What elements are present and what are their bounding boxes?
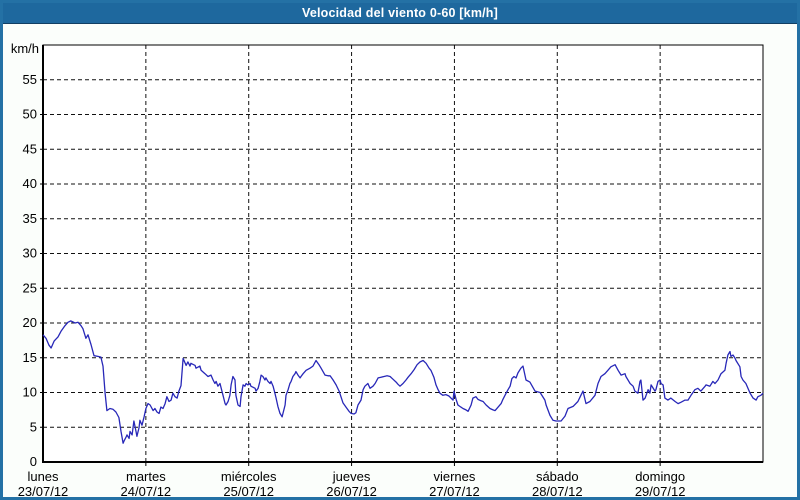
x-axis-date-label-sábado: 28/07/12 [532, 484, 583, 499]
y-axis-unit-label: km/h [11, 41, 39, 56]
x-axis-date-label-miércoles: 25/07/12 [223, 484, 274, 499]
x-axis-day-label-domingo: domingo [635, 469, 685, 484]
x-axis-day-label-miércoles: miércoles [221, 469, 277, 484]
y-axis-label-5: 5 [30, 419, 37, 434]
wind-speed-series-line [42, 320, 764, 444]
x-axis-date-label-martes: 24/07/12 [121, 484, 172, 499]
x-axis-day-label-jueves: jueves [332, 469, 371, 484]
y-axis-label-40: 40 [23, 176, 37, 191]
y-axis-label-25: 25 [23, 280, 37, 295]
x-axis-date-label-lunes: 23/07/12 [18, 484, 69, 499]
chart-title-bar: Velocidad del viento 0-60 [km/h] [3, 3, 797, 24]
y-axis-label-0: 0 [30, 454, 37, 469]
x-axis-date-label-domingo: 29/07/12 [635, 484, 686, 499]
y-axis-label-35: 35 [23, 211, 37, 226]
y-axis-label-15: 15 [23, 350, 37, 365]
x-axis-day-label-viernes: viernes [433, 469, 475, 484]
x-axis-day-label-sábado: sábado [536, 469, 579, 484]
y-axis-label-50: 50 [23, 107, 37, 122]
x-axis-date-label-jueves: 26/07/12 [326, 484, 377, 499]
wind-speed-chart: 5550454035302520151050km/hlunes23/07/12m… [11, 41, 764, 499]
y-axis-label-30: 30 [23, 246, 37, 261]
y-axis-label-20: 20 [23, 315, 37, 330]
chart-title: Velocidad del viento 0-60 [km/h] [301, 6, 499, 20]
y-axis-label-55: 55 [23, 72, 37, 87]
y-axis-label-10: 10 [23, 385, 37, 400]
x-axis-day-label-martes: martes [126, 469, 166, 484]
x-axis-day-label-lunes: lunes [27, 469, 59, 484]
y-axis-label-45: 45 [23, 141, 37, 156]
x-axis-date-label-viernes: 27/07/12 [429, 484, 480, 499]
